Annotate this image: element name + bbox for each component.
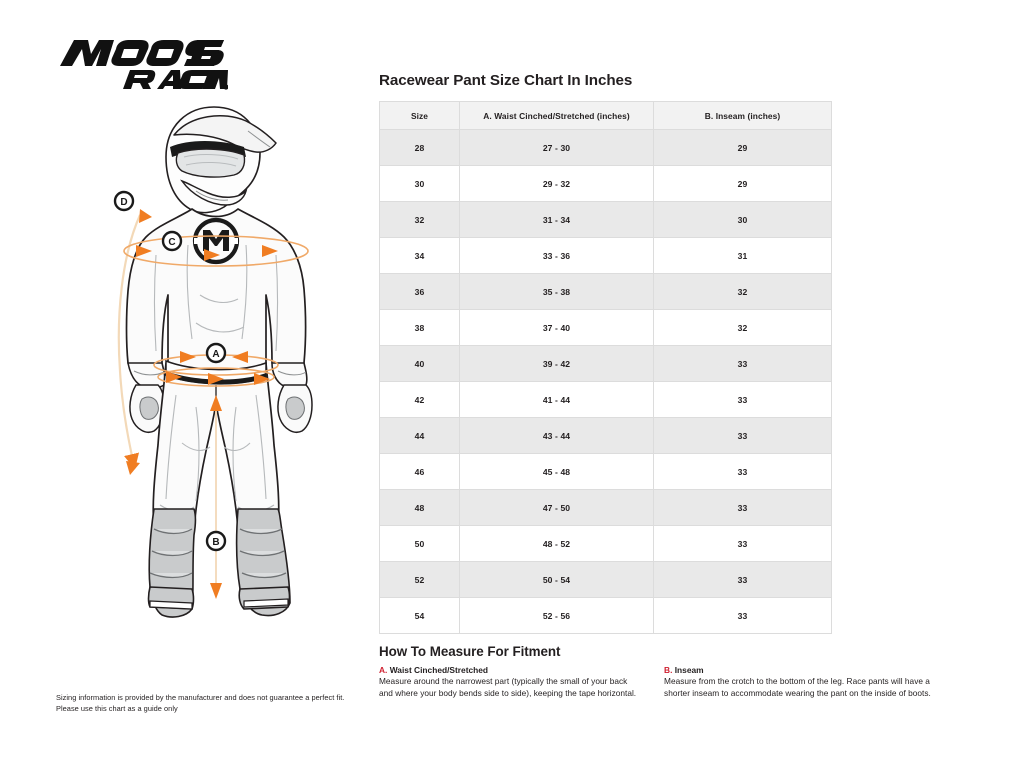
how-to-measure-item-b: B. Inseam Measure from the crotch to the… [664,665,939,700]
cell-size: 42 [379,381,460,418]
table-header-row: Size A. Waist Cinched/Stretched (inches)… [379,101,832,130]
svg-text:C: C [168,237,175,248]
cell-size: 34 [379,237,460,274]
table-row: 32 31 - 34 30 [379,201,832,238]
measure-body-a: Measure around the narrowest part (typic… [379,676,637,698]
cell-size: 38 [379,309,460,346]
cell-size: 28 [379,129,460,166]
cell-inseam: 32 [653,309,832,346]
table-row: 42 41 - 44 33 [379,381,832,418]
cell-waist: 29 - 32 [459,165,654,202]
svg-text:A: A [212,349,219,360]
table-row: 46 45 - 48 33 [379,453,832,490]
table-row: 54 52 - 56 33 [379,597,832,634]
cell-inseam: 33 [653,489,832,526]
how-to-measure-title: How To Measure For Fitment [379,644,561,659]
svg-text:B: B [212,537,219,548]
moose-racing-logo [58,36,228,96]
table-row: 38 37 - 40 32 [379,309,832,346]
cell-size: 44 [379,417,460,454]
cell-waist: 48 - 52 [459,525,654,562]
size-chart-section: Racewear Pant Size Chart In Inches Size … [379,72,832,634]
cell-inseam: 33 [653,453,832,490]
table-row: 30 29 - 32 29 [379,165,832,202]
disclaimer-text: Sizing information is provided by the ma… [56,692,396,715]
cell-size: 50 [379,525,460,562]
cell-waist: 31 - 34 [459,201,654,238]
table-row: 34 33 - 36 31 [379,237,832,274]
column-header-inseam: B. Inseam (inches) [653,101,832,130]
how-to-measure-section: How To Measure For Fitment A. Waist Cinc… [379,644,939,700]
cell-inseam: 29 [653,129,832,166]
cell-size: 32 [379,201,460,238]
column-header-size: Size [379,101,460,130]
table-row: 48 47 - 50 33 [379,489,832,526]
cell-inseam: 30 [653,201,832,238]
marker-c: C [161,230,183,252]
cell-waist: 27 - 30 [459,129,654,166]
cell-inseam: 33 [653,597,832,634]
cell-inseam: 31 [653,237,832,274]
cell-size: 30 [379,165,460,202]
svg-text:D: D [120,197,127,208]
chart-title: Racewear Pant Size Chart In Inches [379,72,633,89]
rider-illustration: D C [96,95,376,640]
table-header: Size A. Waist Cinched/Stretched (inches)… [379,101,832,130]
table-row: 36 35 - 38 32 [379,273,832,310]
cell-size: 54 [379,597,460,634]
cell-inseam: 33 [653,381,832,418]
column-header-waist: A. Waist Cinched/Stretched (inches) [459,101,654,130]
cell-inseam: 33 [653,417,832,454]
marker-a: A [205,342,227,364]
marker-d: D [113,190,135,212]
cell-waist: 37 - 40 [459,309,654,346]
cell-waist: 47 - 50 [459,489,654,526]
marker-b: B [205,530,227,552]
table-row: 50 48 - 52 33 [379,525,832,562]
cell-inseam: 33 [653,525,832,562]
cell-size: 46 [379,453,460,490]
size-chart-table: Size A. Waist Cinched/Stretched (inches)… [379,101,832,634]
cell-waist: 33 - 36 [459,237,654,274]
cell-inseam: 33 [653,561,832,598]
cell-waist: 52 - 56 [459,597,654,634]
measure-heading-b: Inseam [674,665,704,675]
table-row: 52 50 - 54 33 [379,561,832,598]
cell-size: 52 [379,561,460,598]
measure-heading-a: Waist Cinched/Stretched [389,665,489,675]
cell-waist: 50 - 54 [459,561,654,598]
cell-inseam: 29 [653,165,832,202]
table-row: 40 39 - 42 33 [379,345,832,382]
how-to-measure-item-a: A. Waist Cinched/Stretched Measure aroun… [379,665,640,700]
table-body: 28 27 - 30 29 30 29 - 32 29 32 31 - 34 30 34 33 - … [379,129,832,634]
disclaimer-line-1: Sizing information is provided by the ma… [56,693,345,702]
cell-waist: 39 - 42 [459,345,654,382]
measure-mark-b: B. [664,665,673,675]
cell-size: 40 [379,345,460,382]
cell-size: 48 [379,489,460,526]
disclaimer-line-2: Please use this chart as a guide only [56,704,178,714]
measure-mark-a: A. [379,665,388,675]
how-to-measure-heading-b: B. Inseam [664,665,939,675]
cell-inseam: 33 [653,345,832,382]
cell-waist: 43 - 44 [459,417,654,454]
cell-inseam: 32 [653,273,832,310]
table-row: 28 27 - 30 29 [379,129,832,166]
measure-body-b: Measure from the crotch to the bottom of… [664,676,931,698]
cell-waist: 45 - 48 [459,453,654,490]
cell-waist: 41 - 44 [459,381,654,418]
table-row: 44 43 - 44 33 [379,417,832,454]
cell-size: 36 [379,273,460,310]
cell-waist: 35 - 38 [459,273,654,310]
how-to-measure-heading-a: A. Waist Cinched/Stretched [379,665,640,675]
